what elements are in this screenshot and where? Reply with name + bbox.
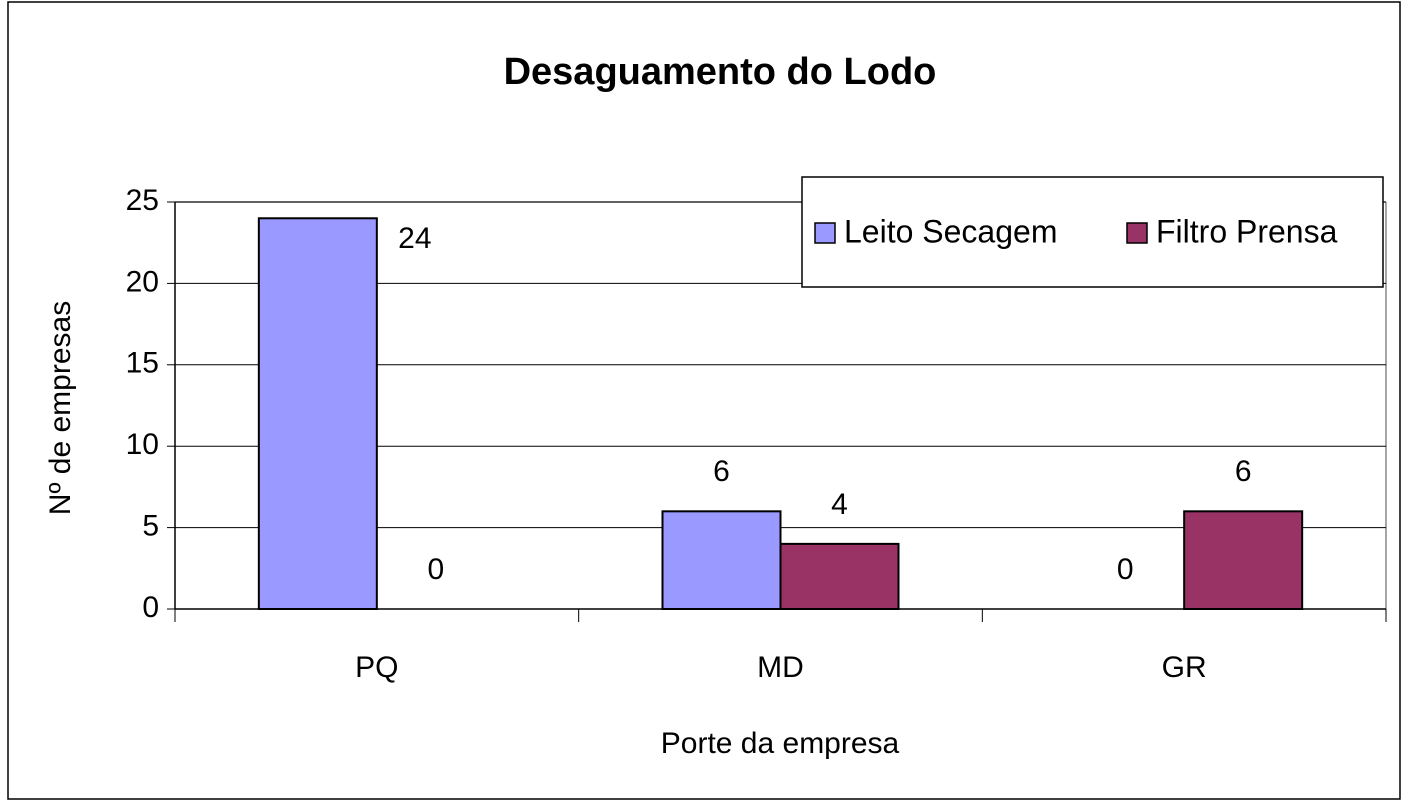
data-label: 4 <box>831 488 848 521</box>
bar <box>257 217 378 610</box>
x-tick-label: GR <box>1162 651 1207 684</box>
legend-swatch <box>1126 222 1148 244</box>
y-tick-label: 10 <box>126 428 159 461</box>
chart-border <box>7 1 1401 800</box>
y-tick-label: 0 <box>142 591 159 624</box>
y-tick-label: 5 <box>142 510 159 543</box>
x-tick-label: PQ <box>355 651 398 684</box>
y-axis-label: Nº de empresas <box>44 301 77 515</box>
bar <box>1183 510 1304 611</box>
legend-swatch <box>814 222 836 244</box>
x-tick-label: MD <box>757 651 804 684</box>
bar <box>661 510 782 611</box>
chart-title: Desaguamento do Lodo <box>504 51 937 93</box>
y-tick-label: 20 <box>126 265 159 298</box>
y-tick-label: 25 <box>126 184 159 217</box>
data-label: 0 <box>1117 553 1134 586</box>
data-label: 0 <box>427 553 444 586</box>
data-label: 6 <box>1235 455 1252 488</box>
data-label: 6 <box>713 455 730 488</box>
legend-label: Filtro Prensa <box>1156 213 1338 249</box>
x-axis-label: Porte da empresa <box>661 727 900 760</box>
bar <box>779 542 900 611</box>
y-tick-label: 15 <box>126 347 159 380</box>
legend-label: Leito Secagem <box>844 213 1057 249</box>
legend-box <box>801 176 1384 288</box>
data-label: 24 <box>398 222 431 255</box>
